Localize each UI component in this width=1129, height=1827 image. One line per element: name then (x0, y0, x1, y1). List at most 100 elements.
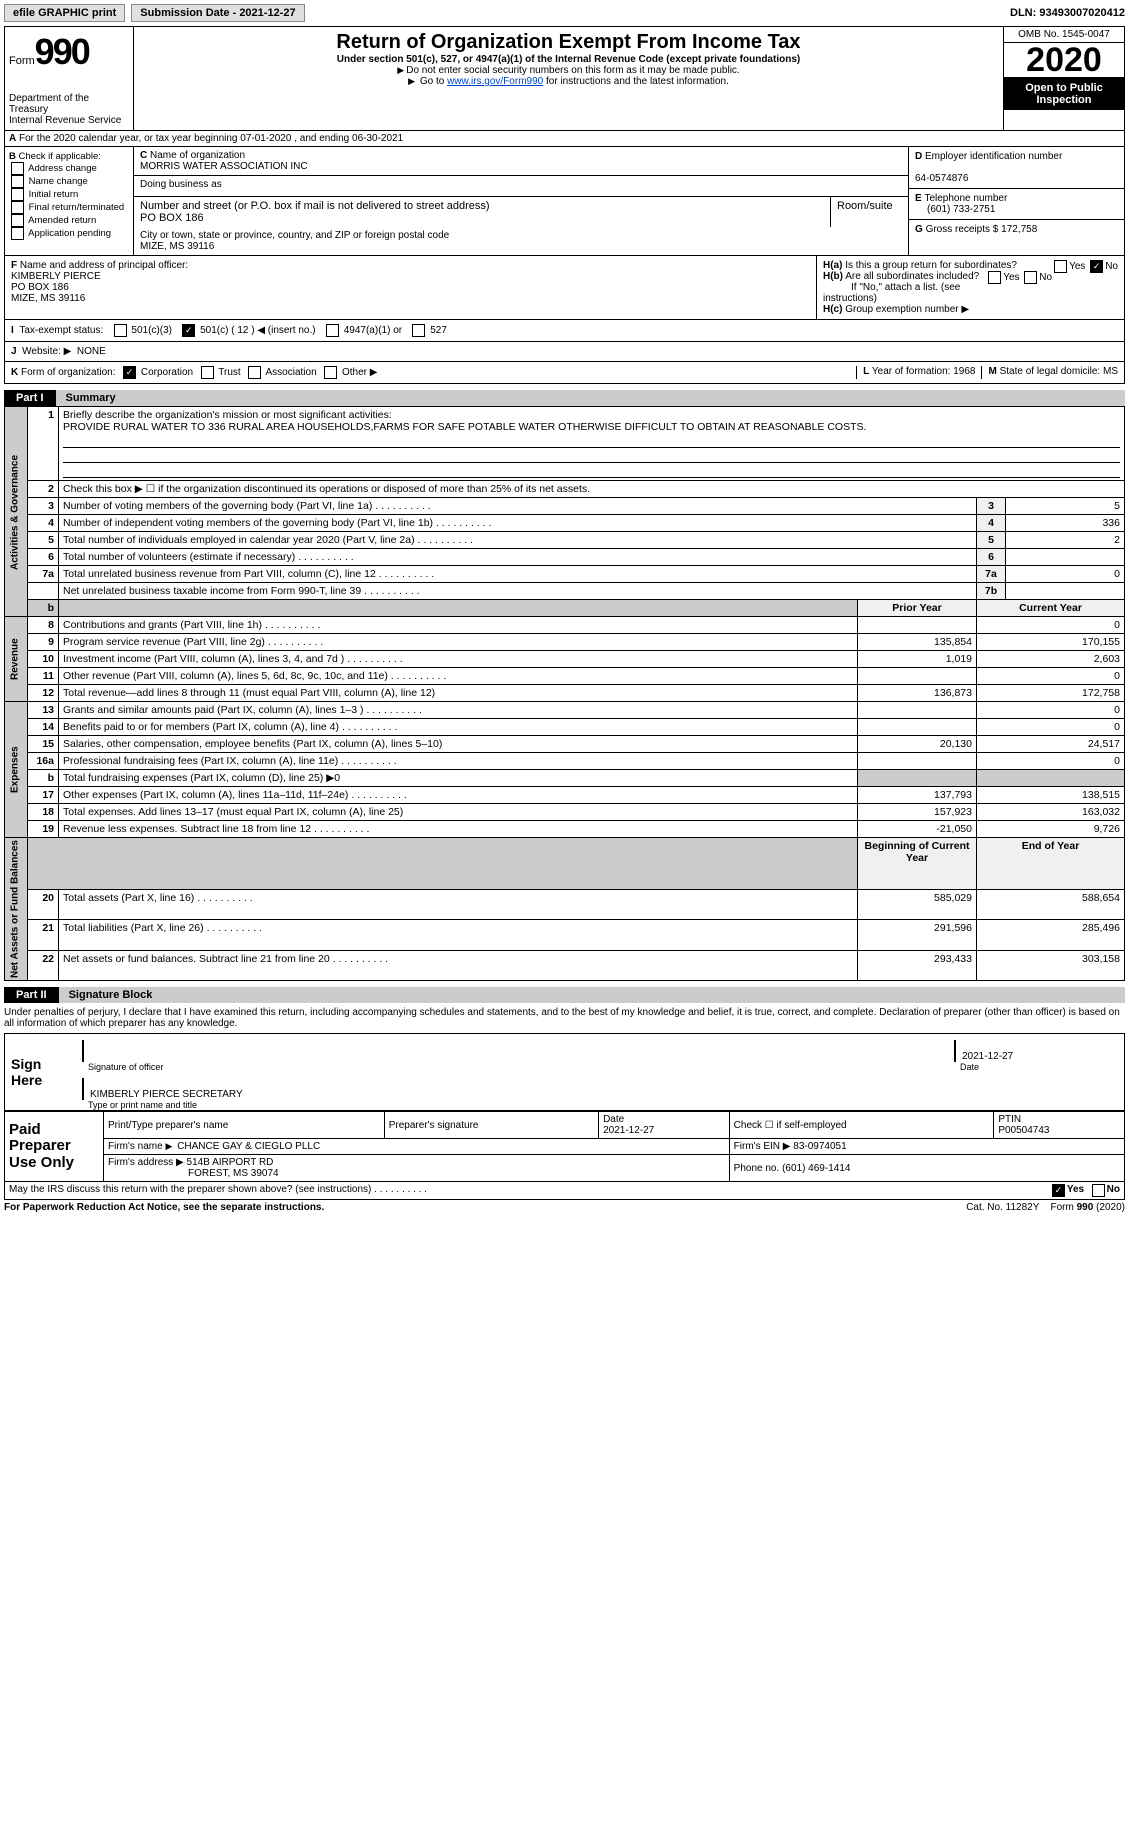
gross-receipts-label: Gross receipts $ (926, 224, 999, 235)
discuss-no[interactable]: No (1107, 1184, 1120, 1197)
ptin-value: P00504743 (998, 1125, 1049, 1136)
line4-text: Number of independent voting members of … (63, 517, 491, 529)
firm-phone-label: Phone no. (734, 1163, 780, 1174)
line16b-text: Total fundraising expenses (Part IX, col… (63, 772, 340, 784)
efile-print-button[interactable]: efile GRAPHIC print (4, 4, 125, 22)
line11-text: Other revenue (Part VIII, column (A), li… (63, 670, 446, 682)
line4-value: 336 (1006, 515, 1125, 532)
opt-4947[interactable]: 4947(a)(1) or (344, 325, 402, 336)
form-title: Return of Organization Exempt From Incom… (138, 31, 999, 54)
firm-addr2: FOREST, MS 39074 (188, 1168, 279, 1179)
cb-amended-return[interactable]: Amended return (28, 215, 96, 226)
officer-street: PO BOX 186 (11, 282, 69, 293)
ein-value: 64-0574876 (915, 173, 968, 184)
sign-here-label: Sign Here (5, 1034, 72, 1110)
street-label: Number and street (or P.O. box if mail i… (140, 200, 490, 212)
city-label: City or town, state or province, country… (140, 230, 449, 241)
summary-table: Activities & Governance 1 Briefly descri… (4, 406, 1125, 981)
opt-trust[interactable]: Trust (218, 367, 240, 378)
open-to-public: Open to Public Inspection (1004, 78, 1124, 110)
ein-label: Employer identification number (925, 151, 1062, 162)
row-i: I Tax-exempt status: 501(c)(3) 501(c) ( … (4, 320, 1125, 342)
line21-text: Total liabilities (Part X, line 26) (63, 922, 262, 934)
perjury-statement: Under penalties of perjury, I declare th… (4, 1003, 1125, 1034)
firm-ein: 83-0974051 (793, 1141, 846, 1152)
preparer-table: Paid Preparer Use Only Print/Type prepar… (4, 1111, 1125, 1182)
room-suite-label: Room/suite (831, 197, 908, 227)
part-i-tag: Part I (4, 390, 56, 406)
form-number: 990 (35, 31, 89, 73)
form-header: Form 990 Department of the Treasury Inte… (4, 26, 1125, 131)
entity-block: B Check if applicable: Address change Na… (4, 147, 1125, 256)
dba-label: Doing business as (140, 179, 222, 190)
tax-year: 2020 (1004, 43, 1124, 78)
line1-label: Briefly describe the organization's miss… (63, 409, 392, 421)
discuss-yes[interactable]: Yes (1067, 1184, 1084, 1197)
cb-application-pending[interactable]: Application pending (28, 228, 111, 239)
cb-address-change[interactable]: Address change (28, 163, 97, 174)
org-name: MORRIS WATER ASSOCIATION INC (140, 161, 308, 172)
cb-final-return[interactable]: Final return/terminated (29, 202, 125, 213)
row-f-h: F Name and address of principal officer:… (4, 256, 1125, 320)
line15-text: Salaries, other compensation, employee b… (63, 738, 442, 750)
line9-text: Program service revenue (Part VIII, line… (63, 636, 323, 648)
vtab-revenue: Revenue (5, 617, 28, 702)
submission-date-button[interactable]: Submission Date - 2021-12-27 (131, 4, 304, 22)
line7a-value: 0 (1006, 566, 1125, 583)
hc-label: Group exemption number ▶ (845, 304, 969, 315)
officer-label: Name and address of principal officer: (20, 260, 188, 271)
line6-text: Total number of volunteers (estimate if … (63, 551, 354, 563)
discuss-question: May the IRS discuss this return with the… (9, 1184, 1050, 1197)
prior-year-header: Prior Year (858, 600, 977, 617)
page-footer: For Paperwork Reduction Act Notice, see … (4, 1200, 1125, 1213)
part-ii-header: Part II Signature Block (4, 987, 1125, 1003)
line7a-text: Total unrelated business revenue from Pa… (63, 568, 434, 580)
city-value: MIZE, MS 39116 (140, 241, 214, 252)
self-employed-label: Check ☐ if self-employed (729, 1112, 994, 1139)
end-year-header: End of Year (977, 838, 1125, 890)
firm-name: CHANCE GAY & CIEGLO PLLC (177, 1141, 320, 1152)
firm-addr-label: Firm's address ▶ (108, 1157, 184, 1168)
part-i-header: Part I Summary (4, 390, 1125, 406)
sig-officer-label: Signature of officer (88, 1062, 944, 1072)
line7b-text: Net unrelated business taxable income fr… (63, 585, 420, 597)
row-j: J Website: ▶ NONE (4, 342, 1125, 362)
cat-no: Cat. No. 11282Y (966, 1202, 1039, 1213)
officer-city: MIZE, MS 39116 (11, 293, 85, 304)
irs-gov-link[interactable]: www.irs.gov/Form990 (447, 76, 543, 87)
line16a-text: Professional fundraising fees (Part IX, … (63, 755, 397, 767)
date-label: Date (960, 1062, 1124, 1072)
hb-note: If "No," attach a list. (see instruction… (823, 282, 960, 304)
prep-date-header: Date (603, 1114, 624, 1125)
line5-value: 2 (1006, 532, 1125, 549)
opt-other[interactable]: Other ▶ (342, 367, 377, 378)
line19-text: Revenue less expenses. Subtract line 18 … (63, 823, 369, 835)
line10-text: Investment income (Part VIII, column (A)… (63, 653, 403, 665)
ptin-header: PTIN (998, 1114, 1021, 1125)
ssn-warning: Do not enter social security numbers on … (138, 65, 999, 76)
officer-name: KIMBERLY PIERCE (11, 271, 101, 282)
check-applicable-label: Check if applicable: (19, 151, 101, 162)
opt-501c3[interactable]: 501(c)(3) (131, 325, 172, 336)
row-a-tax-year: A For the 2020 calendar year, or tax yea… (4, 131, 1125, 147)
opt-501c[interactable]: 501(c) ( 12 ) ◀ (insert no.) (200, 325, 316, 336)
firm-phone: (601) 469-1414 (782, 1163, 850, 1174)
form-foot: Form 990 (2020) (1051, 1202, 1125, 1213)
ha-label: Is this a group return for subordinates? (845, 260, 1017, 271)
type-name-label: Type or print name and title (88, 1100, 1124, 1110)
phone-label: Telephone number (924, 193, 1007, 204)
opt-corporation[interactable]: Corporation (141, 367, 193, 378)
opt-527[interactable]: 527 (430, 325, 447, 336)
line1-text: PROVIDE RURAL WATER TO 336 RURAL AREA HO… (63, 421, 866, 433)
domicile-value: MS (1103, 366, 1118, 377)
cb-name-change[interactable]: Name change (29, 176, 88, 187)
sign-date: 2021-12-27 (954, 1040, 1124, 1062)
current-year-header: Current Year (977, 600, 1125, 617)
cb-initial-return[interactable]: Initial return (29, 189, 79, 200)
paid-preparer-label: Paid Preparer Use Only (5, 1112, 104, 1182)
prep-name-header: Print/Type preparer's name (104, 1112, 385, 1139)
opt-association[interactable]: Association (266, 367, 317, 378)
instructions-link-line: Go to www.irs.gov/Form990 for instructio… (138, 76, 999, 87)
line3-text: Number of voting members of the governin… (63, 500, 431, 512)
form-org-label: Form of organization: (21, 367, 116, 378)
